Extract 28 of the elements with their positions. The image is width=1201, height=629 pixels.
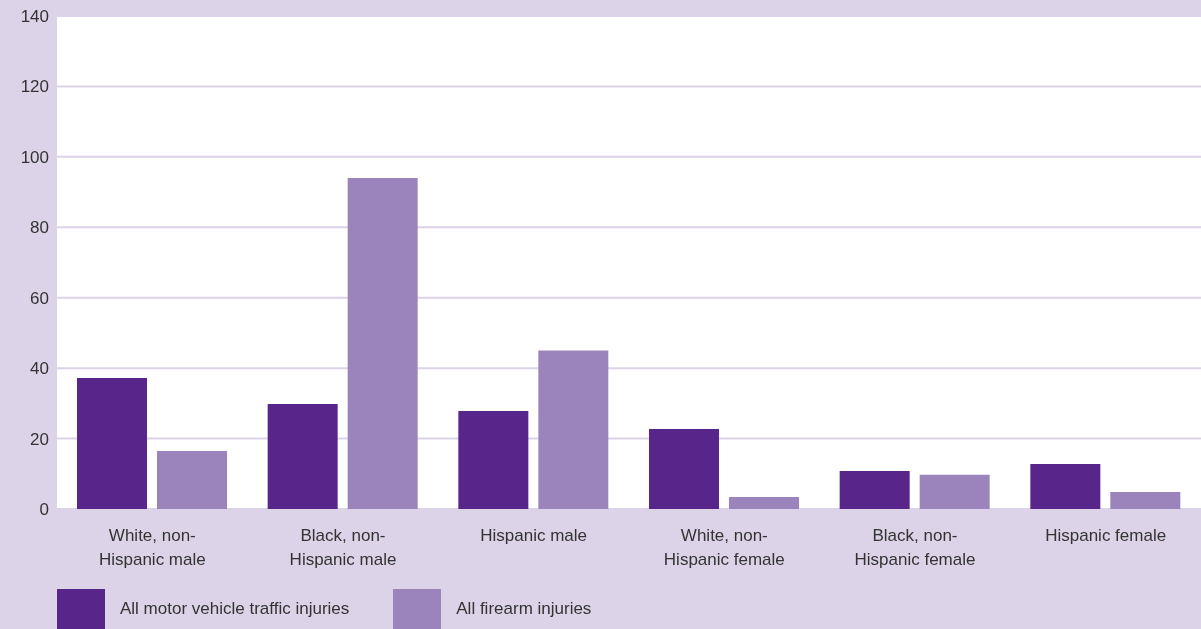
y-tick-label: 100 (20, 147, 49, 167)
bar (839, 470, 910, 509)
x-tick-label: Hispanic female (1045, 526, 1167, 545)
y-tick-label: 60 (30, 288, 49, 308)
bar (77, 378, 147, 509)
bar (729, 497, 799, 509)
legend-label: All motor vehicle traffic injuries (120, 599, 350, 619)
bar (267, 404, 338, 509)
y-tick-label: 20 (30, 429, 49, 449)
y-tick-label: 120 (20, 77, 49, 97)
y-tick-label: 0 (39, 500, 49, 520)
y-tick-label: 40 (30, 359, 49, 379)
y-tick-label: 140 (20, 7, 49, 27)
x-tick-label: Black, non-Hispanic female (854, 526, 976, 569)
bar (538, 350, 609, 509)
bar (458, 411, 529, 509)
bar (1030, 463, 1101, 509)
bar (157, 450, 227, 509)
x-tick-label: White, non-Hispanic female (663, 526, 785, 569)
bar (347, 177, 418, 509)
x-tick-label: Black, non-Hispanic male (289, 526, 397, 569)
x-tick-label: White, non-Hispanic male (98, 526, 206, 569)
legend-label: All firearm injuries (456, 599, 592, 619)
bar (919, 474, 990, 509)
bar (649, 429, 719, 509)
x-tick-label: Hispanic male (480, 526, 588, 545)
bar (1110, 492, 1181, 509)
y-tick-label: 80 (30, 218, 49, 238)
